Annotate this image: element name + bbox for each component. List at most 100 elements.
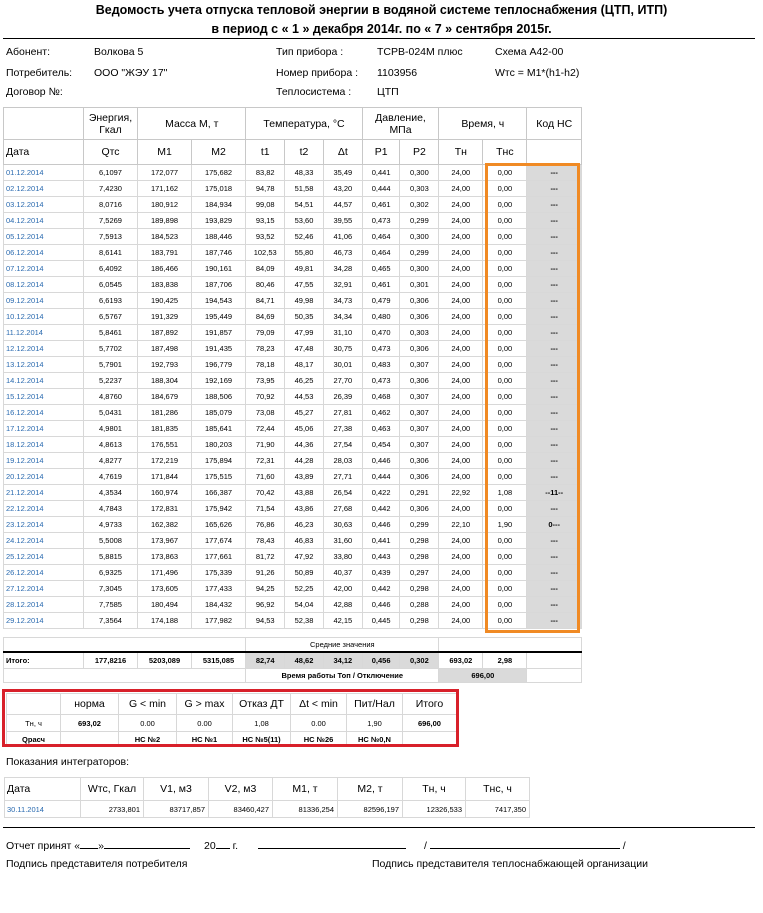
cell-t2: 54,51 xyxy=(284,196,324,213)
cell-m1: 173,863 xyxy=(137,548,192,565)
cell-t2: 55,80 xyxy=(284,244,324,261)
cell-p2: 0,298 xyxy=(399,548,440,565)
cell-t2: 47,99 xyxy=(284,324,324,341)
cell-tn: 24,00 xyxy=(438,372,484,389)
header-energy: Энергия, Гкал xyxy=(82,107,139,140)
cell-ns: --- xyxy=(526,612,582,629)
cell-p2: 0,303 xyxy=(399,180,440,197)
cell-t2: 43,89 xyxy=(284,468,324,485)
cell-dt: 30,75 xyxy=(322,340,363,357)
table-row: 20.12.2014 4,7619 171,844 175,515 71,60 43,89… xyxy=(3,468,582,485)
cell-dt: 27,54 xyxy=(322,436,363,453)
avg-t1: 82,74 xyxy=(245,651,286,669)
cell-m2: 191,435 xyxy=(190,340,247,357)
day-blank xyxy=(80,848,99,849)
cell-q: 4,7843 xyxy=(82,500,139,517)
cell-p2: 0,299 xyxy=(399,516,440,533)
consumer-sign-label: Подпись представителя потребителя xyxy=(6,858,188,870)
cell-date: 15.12.2014 xyxy=(3,388,84,405)
cell-m2: 177,661 xyxy=(190,548,247,565)
summary-header-row: норма G < min G > max Отказ ДТ Δt < min … xyxy=(6,693,457,715)
summary-header: Отказ ДТ xyxy=(232,693,291,715)
cell-tn: 24,00 xyxy=(438,276,484,293)
header-temperature: Температура, °С xyxy=(245,107,363,140)
header-time: Время, ч xyxy=(438,107,528,140)
cell-date: 23.12.2014 xyxy=(3,516,84,533)
header-pressure: Давление, МПа xyxy=(361,107,440,140)
cell-tn: 24,00 xyxy=(438,420,484,437)
cell-t1: 79,09 xyxy=(245,324,286,341)
col-m1: M1 xyxy=(137,139,192,165)
cell-q: 7,7585 xyxy=(82,596,139,613)
cell-p2: 0,306 xyxy=(399,500,440,517)
cell-date: 07.12.2014 xyxy=(3,260,84,277)
cell-m2: 192,169 xyxy=(190,372,247,389)
table-row: 16.12.2014 5,0431 181,286 185,079 73,08 45,27… xyxy=(3,404,582,421)
cell-dt: 34,34 xyxy=(322,308,363,325)
cell-p1: 0,446 xyxy=(361,516,401,533)
integrators-row: 30.11.2014 2733,801 83717,857 83460,427 … xyxy=(4,800,530,818)
cell-q: 4,7619 xyxy=(82,468,139,485)
cell-m2: 187,746 xyxy=(190,244,247,261)
cell-t1: 94,25 xyxy=(245,580,286,597)
avg-dt: 34,12 xyxy=(322,651,363,669)
cell-p1: 0,465 xyxy=(361,260,401,277)
cell-t2: 54,04 xyxy=(284,596,324,613)
avg-p2: 0,302 xyxy=(399,651,440,669)
integ-header: V1, м3 xyxy=(143,777,209,801)
cell-p2: 0,298 xyxy=(399,580,440,597)
cell-date: 04.12.2014 xyxy=(3,212,84,229)
cell-p2: 0,288 xyxy=(399,596,440,613)
integ-header: Дата xyxy=(4,777,81,801)
cell-dt: 34,28 xyxy=(322,260,363,277)
cell-m1: 172,077 xyxy=(137,164,192,181)
cell-dt: 40,37 xyxy=(322,564,363,581)
cell-p1: 0,470 xyxy=(361,324,401,341)
cell-p2: 0,300 xyxy=(399,260,440,277)
cell-q: 7,3564 xyxy=(82,612,139,629)
cell-tn: 24,00 xyxy=(438,308,484,325)
summary-header: Δt < min xyxy=(290,693,347,715)
cell-dt: 26,54 xyxy=(322,484,363,501)
cell-t1: 84,71 xyxy=(245,292,286,309)
summary-table: норма G < min G > max Отказ ДТ Δt < min … xyxy=(6,693,457,747)
cell-t2: 47,48 xyxy=(284,340,324,357)
cell-t1: 71,60 xyxy=(245,468,286,485)
cell-tn: 24,00 xyxy=(438,340,484,357)
cell-tn: 24,00 xyxy=(438,244,484,261)
cell-tn: 24,00 xyxy=(438,164,484,181)
cell-t1: 81,72 xyxy=(245,548,286,565)
table-row: 24.12.2014 5,5008 173,967 177,674 78,43 46,83… xyxy=(3,532,582,549)
cell-dt: 41,06 xyxy=(322,228,363,245)
cell-p1: 0,461 xyxy=(361,196,401,213)
cell-m2: 175,894 xyxy=(190,452,247,469)
cell-date: 08.12.2014 xyxy=(3,276,84,293)
integ-cell: 30.11.2014 xyxy=(4,800,81,818)
summary-highlight xyxy=(2,689,459,747)
cell-p1: 0,463 xyxy=(361,420,401,437)
cell-p1: 0,480 xyxy=(361,308,401,325)
table-row: 02.12.2014 7,4230 171,162 175,018 94,78 51,58… xyxy=(3,180,582,197)
cell-p1: 0,439 xyxy=(361,564,401,581)
cell-t1: 78,23 xyxy=(245,340,286,357)
cell-t1: 71,54 xyxy=(245,500,286,517)
cell-p2: 0,299 xyxy=(399,212,440,229)
header-ns-code: Код НС xyxy=(526,107,582,140)
cell-t1: 94,53 xyxy=(245,612,286,629)
cell-dt: 27,70 xyxy=(322,372,363,389)
table-row: 12.12.2014 5,7702 187,498 191,435 78,23 47,48… xyxy=(3,340,582,357)
summary-header: G < min xyxy=(118,693,177,715)
cell-q: 8,0716 xyxy=(82,196,139,213)
worktime-value: 696,00 xyxy=(438,668,528,683)
cell-m2: 194,543 xyxy=(190,292,247,309)
cell-t1: 102,53 xyxy=(245,244,286,261)
integ-header: M2, т xyxy=(337,777,403,801)
cell-tn: 24,00 xyxy=(438,612,484,629)
cell-m1: 160,974 xyxy=(137,484,192,501)
cell-m2: 184,432 xyxy=(190,596,247,613)
cell-p2: 0,307 xyxy=(399,420,440,437)
cell-t2: 48,17 xyxy=(284,356,324,373)
cell-m1: 183,791 xyxy=(137,244,192,261)
cell-date: 22.12.2014 xyxy=(3,500,84,517)
cell-dt: 46,73 xyxy=(322,244,363,261)
